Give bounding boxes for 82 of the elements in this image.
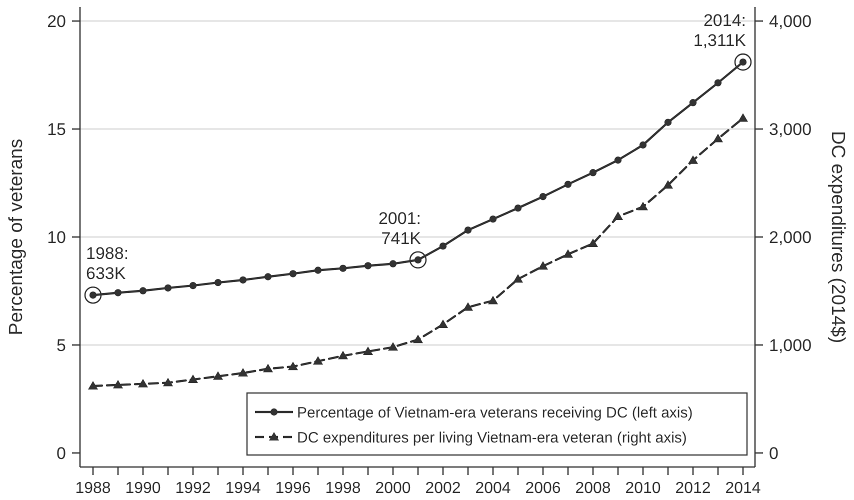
point <box>288 362 298 370</box>
point <box>538 261 548 270</box>
point <box>689 99 697 106</box>
y2-tick-label: 0 <box>769 444 778 463</box>
point <box>589 169 597 176</box>
point <box>164 284 172 292</box>
point <box>289 270 297 278</box>
point <box>413 334 423 344</box>
point <box>564 180 572 188</box>
y-tick-label: 5 <box>56 336 66 355</box>
point <box>114 289 122 296</box>
annotation: 1988: 633K <box>86 244 129 284</box>
point <box>489 215 497 223</box>
x-tick-label: 1996 <box>275 480 311 497</box>
point <box>439 242 447 250</box>
point <box>438 319 448 328</box>
y-tick-label: 20 <box>47 12 66 31</box>
point <box>539 193 547 200</box>
point <box>714 79 722 86</box>
point <box>239 276 247 284</box>
point <box>738 113 748 122</box>
point <box>664 118 672 126</box>
point <box>563 249 573 258</box>
x-tick-label: 1998 <box>325 480 361 497</box>
y-tick-label: 0 <box>56 444 66 463</box>
x-tick-label: 2010 <box>625 480 661 497</box>
x-tick-label: 2014 <box>725 480 761 497</box>
point <box>263 364 273 372</box>
point <box>389 260 397 268</box>
x-tick-label: 2006 <box>525 480 561 497</box>
point <box>639 141 647 149</box>
x-tick-label: 2004 <box>475 480 511 497</box>
x-tick-label: 2008 <box>575 480 611 497</box>
point <box>139 287 147 294</box>
point <box>463 302 473 311</box>
point <box>513 274 523 283</box>
point <box>188 374 198 384</box>
x-tick-label: 2012 <box>675 480 711 497</box>
point <box>488 296 498 304</box>
x-tick-label: 1990 <box>125 480 161 497</box>
point <box>388 342 398 351</box>
point <box>163 378 173 386</box>
point <box>364 262 372 270</box>
point <box>338 350 348 360</box>
y-tick-label: 10 <box>47 228 66 247</box>
point <box>339 264 347 272</box>
point <box>138 378 148 388</box>
y2-tick-label: 3,000 <box>769 120 812 139</box>
point <box>614 156 622 164</box>
x-tick-label: 2002 <box>425 480 461 497</box>
point <box>514 204 522 212</box>
x-tick-label: 1994 <box>225 480 261 497</box>
legend-label: Percentage of Vietnam-era veterans receiving DC (left axis) <box>297 404 693 422</box>
annotation: 2014: 1,311K <box>693 11 747 50</box>
point <box>588 238 598 247</box>
point <box>313 356 323 365</box>
annotation: 2001: 741K <box>378 208 422 248</box>
point <box>613 211 623 220</box>
legend-label: DC expenditures per living Vietnam-era veteran (right axis) <box>297 429 687 446</box>
point <box>238 368 248 377</box>
y-axis-title: Percentage of veterans <box>6 138 27 336</box>
point <box>638 202 648 210</box>
y2-axis-title: DC expenditures (2014$) <box>827 130 848 344</box>
point <box>663 180 673 189</box>
x-tick-label: 2000 <box>375 480 411 497</box>
point <box>189 282 197 290</box>
point <box>88 381 98 390</box>
x-tick-label: 1988 <box>75 480 111 497</box>
y-tick-label: 15 <box>47 120 66 139</box>
point <box>213 371 223 380</box>
point <box>314 266 322 274</box>
point <box>713 134 723 142</box>
point <box>363 346 373 355</box>
point <box>688 155 698 164</box>
y2-tick-label: 2,000 <box>769 228 812 247</box>
y2-tick-label: 1,000 <box>769 336 812 355</box>
point <box>214 278 222 286</box>
point <box>464 226 472 234</box>
point <box>264 273 272 280</box>
point <box>113 380 123 388</box>
y2-tick-label: 4,000 <box>769 12 812 31</box>
x-tick-label: 1992 <box>175 480 211 497</box>
